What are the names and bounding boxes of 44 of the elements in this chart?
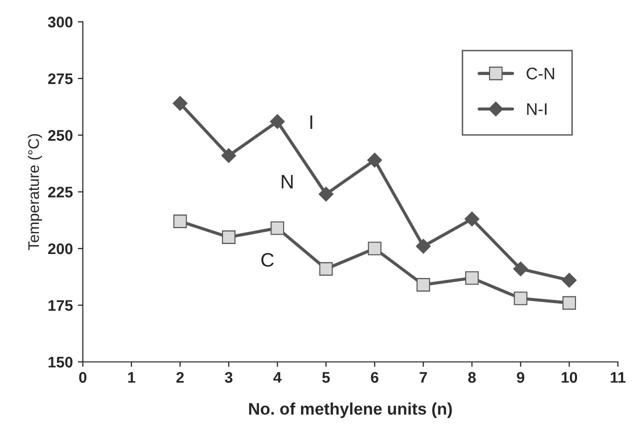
legend-label: N-I bbox=[527, 103, 546, 115]
annotation: C bbox=[261, 253, 274, 267]
point bbox=[562, 272, 577, 288]
point bbox=[465, 271, 479, 285]
x-tick-label: 1 bbox=[128, 372, 136, 383]
point bbox=[318, 186, 334, 202]
point bbox=[367, 152, 382, 168]
legend-label: C-N bbox=[526, 68, 554, 80]
point bbox=[416, 278, 430, 292]
x-tick-label: 4 bbox=[273, 372, 282, 383]
x-tick-label: 3 bbox=[224, 372, 232, 383]
point bbox=[514, 292, 528, 306]
x-tick-label: 8 bbox=[468, 372, 476, 383]
point bbox=[222, 230, 236, 244]
x-tick-label: 7 bbox=[420, 372, 427, 383]
point bbox=[319, 262, 333, 276]
point bbox=[464, 212, 480, 226]
x-tick-label: 10 bbox=[562, 372, 578, 383]
y-tick-label: 225 bbox=[48, 186, 73, 198]
y-tick-label: 200 bbox=[48, 243, 72, 254]
point bbox=[416, 238, 431, 254]
x-tick-label: 9 bbox=[516, 372, 524, 383]
point bbox=[513, 262, 528, 276]
point bbox=[562, 296, 576, 310]
annotation: I bbox=[310, 115, 312, 129]
x-axis-title: No. of methylene units (n) bbox=[249, 402, 452, 418]
x-tick-label: 2 bbox=[176, 372, 184, 383]
point bbox=[172, 96, 188, 111]
y-tick-label: 275 bbox=[48, 73, 73, 84]
point bbox=[173, 214, 187, 228]
x-tick-label: 5 bbox=[322, 372, 330, 383]
y-tick-label: 250 bbox=[48, 130, 72, 141]
annotation: N bbox=[282, 174, 293, 188]
point bbox=[270, 114, 285, 129]
x-tick-label: 11 bbox=[610, 372, 626, 383]
y-tick-label: 175 bbox=[48, 300, 73, 311]
y-tick-label: 300 bbox=[48, 16, 72, 28]
y-axis-title: Temperature (°C) bbox=[28, 134, 42, 250]
point bbox=[221, 148, 236, 163]
point bbox=[270, 221, 284, 235]
x-tick-label: 0 bbox=[79, 372, 86, 383]
y-tick-label: 150 bbox=[48, 356, 72, 368]
point bbox=[368, 242, 382, 256]
x-tick-label: 6 bbox=[370, 372, 378, 383]
